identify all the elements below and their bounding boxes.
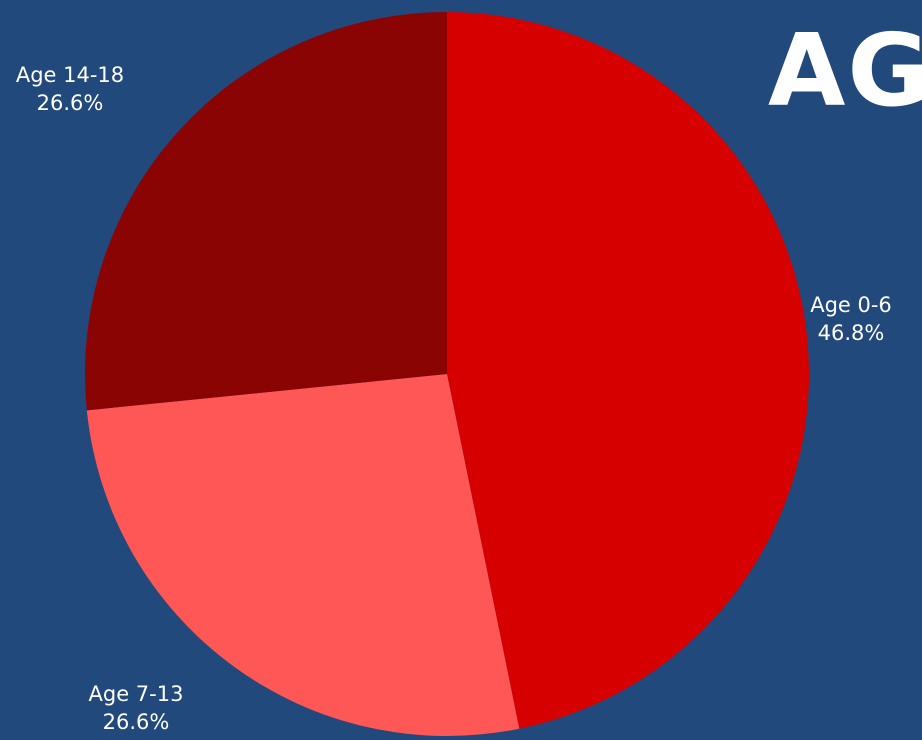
slice-percent: 46.8% [817,321,885,345]
slice-name: Age 7-13 [88,682,184,706]
pie-slice-age-7-13 [86,374,520,736]
chart-heading: AG [768,12,922,129]
slice-percent: 26.6% [102,710,170,734]
pie-slice-age-14-18 [84,12,447,411]
pie-slice-age-0-6 [447,12,810,729]
slice-name: Age 14-18 [15,63,125,87]
slice-label-age-14-18: Age 14-18 26.6% [0,61,140,117]
slice-label-age-0-6: Age 0-6 46.8% [776,291,922,347]
slice-label-age-7-13: Age 7-13 26.6% [61,680,211,736]
slice-percent: 26.6% [36,91,104,115]
slice-name: Age 0-6 [810,293,892,317]
